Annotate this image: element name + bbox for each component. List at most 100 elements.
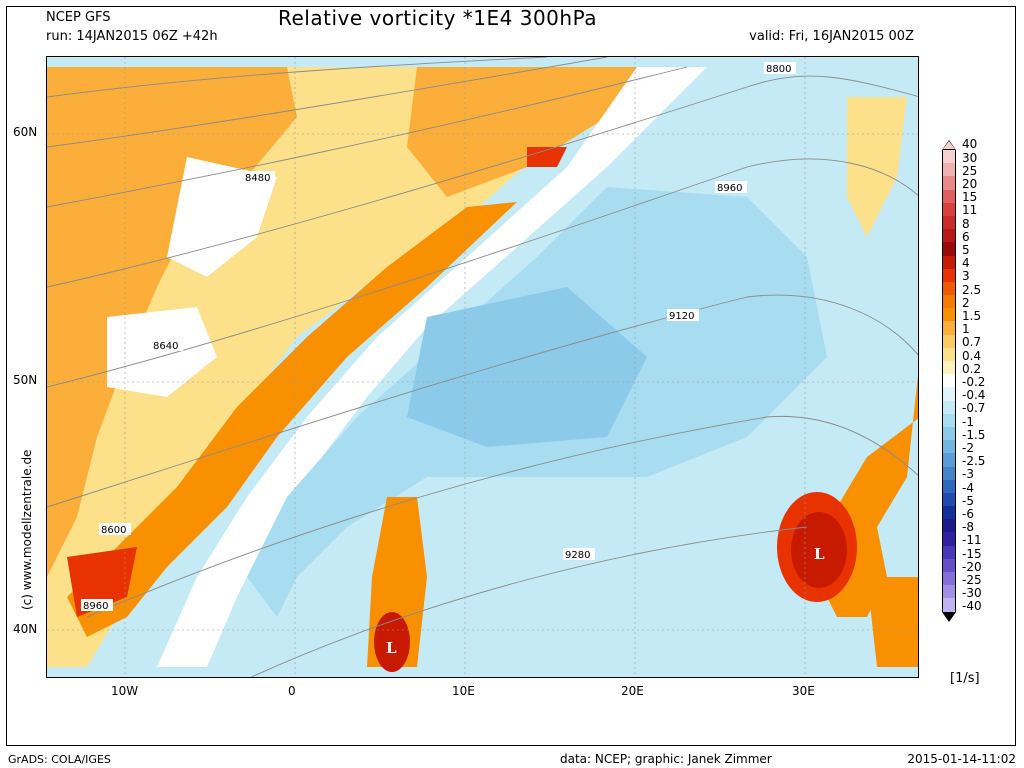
colorbar-level-label: -0.7 [962,401,986,416]
colorbar-level-label: 25 [962,163,978,178]
colorbar-cell [942,492,956,507]
contour-label-8960: 8960 [717,183,742,194]
chart-title: Relative vorticity *1E4 300hPa [278,6,598,30]
colorbar-level-label: -1.5 [962,427,986,442]
low-marker-west: L [386,639,397,657]
lat-label-50n: 50N [13,373,38,387]
colorbar-level-label: 1.5 [962,309,982,323]
colorbar-cell [942,150,956,164]
colorbar-cell [942,545,956,559]
colorbar-top-arrow-fill [943,141,955,149]
colorbar-level-label: -3 [962,467,974,482]
colorbar-cell [942,519,956,533]
colorbar-level-label: 6 [962,229,970,244]
lon-label-20e: 20E [621,684,644,698]
footer-timestamp: 2015-01-14-11:02 [907,752,1016,766]
contour-label-9280: 9280 [565,550,590,561]
colorbar-level-label: 3 [962,269,970,284]
colorbar-level-label: -2.5 [962,454,986,469]
colorbar-level-label: 0.7 [962,335,982,350]
lon-label-10e: 10E [452,684,475,698]
lat-label-60n: 60N [13,125,38,139]
colorbar-cell [942,426,956,441]
colorbar-cell [942,387,956,401]
contour-label-8480: 8480 [245,173,270,184]
footer-data-credit: data: NCEP; graphic: Janek Zimmer [560,752,772,766]
colorbar-cell [942,374,956,388]
colorbar-cell [942,572,956,586]
colorbar-cell [942,308,956,322]
colorbar-level-label: 2.5 [962,282,982,297]
colorbar-level-label: 8 [962,216,970,231]
colorbar-cell [942,361,956,375]
colorbar-cell [942,466,956,480]
colorbar-cell [942,281,956,296]
colorbar-cell [942,295,956,309]
colorbar-cell [942,321,956,335]
colorbar-level-label: -4 [962,480,974,495]
colorbar-level-label: -40 [962,599,982,614]
footer-software-credit: GrADS: COLA/IGES [8,753,111,766]
colorbar-cell [942,215,956,230]
colorbar-cell [942,532,956,546]
colorbar-cell [942,479,956,493]
colorbar-cell [942,176,956,190]
colorbar-level-label: 11 [962,203,978,218]
colorbar-cell [942,440,956,454]
valid-time-label: valid: Fri, 16JAN2015 00Z [749,29,914,44]
colorbar-level-label: -0.4 [962,388,986,403]
colorbar-level-label: -30 [962,586,982,601]
colorbar-cell [942,558,956,572]
contour-label-9120: 9120 [669,311,694,322]
colorbar-cell [942,163,956,177]
colorbar-level-label: 15 [962,190,978,205]
colorbar-level-label: -11 [962,533,982,548]
colorbar-level-label: -6 [962,507,974,521]
low-marker-east: L [814,545,825,563]
colorbar-level-label: -0.2 [962,375,986,389]
colorbar-level-label: 30 [962,150,978,165]
colorbar-bottom-arrow [942,612,956,622]
plot-frame [6,6,1016,746]
colorbar-level-label: 20 [962,177,978,191]
colorbar-cell [942,229,956,243]
colorbar-cell [942,506,956,520]
colorbar-level-label: -2 [962,441,974,455]
colorbar-cell [942,202,956,216]
colorbar-level-label: 40 [962,137,978,152]
colorbar-level-label: -25 [962,573,982,587]
lat-label-40n: 40N [13,622,38,636]
colorbar-cell [942,242,956,256]
colorbar-level-label: -15 [962,546,982,561]
colorbar [942,150,956,612]
colorbar-cell [942,598,956,612]
colorbar-level-label: 4 [962,256,970,271]
lon-label-30e: 30E [792,684,815,698]
run-label: run: 14JAN2015 06Z +42h [46,29,218,44]
colorbar-level-label: -1 [962,414,974,429]
colorbar-level-label: 0.2 [962,361,982,376]
lon-label-0: 0 [288,684,296,698]
colorbar-cell [942,255,956,269]
vorticity-map: 8800 8480 8960 8640 9120 8600 8960 9280 … [47,57,918,677]
colorbar-units: [1/s] [950,671,980,686]
contour-label-8600: 8600 [101,525,126,536]
colorbar-cell [942,189,956,203]
colorbar-level-label: -20 [962,559,982,574]
contour-label-8640: 8640 [153,341,178,352]
colorbar-cell [942,268,956,282]
colorbar-level-label: 2 [962,295,970,310]
colorbar-cell [942,413,956,427]
colorbar-cell [942,453,956,467]
colorbar-cell [942,334,956,348]
colorbar-cell [942,585,956,599]
colorbar-level-label: -8 [962,520,974,535]
lon-label-10w: 10W [111,684,139,698]
colorbar-cell [942,400,956,414]
colorbar-cell [942,347,956,361]
colorbar-level-label: 5 [962,243,970,257]
contour-label-8800: 8800 [766,64,791,75]
website-watermark: (c) www.modellzentrale.de [20,449,34,610]
colorbar-level-label: 0.4 [962,348,982,363]
contour-label-8960-sw: 8960 [83,601,108,612]
